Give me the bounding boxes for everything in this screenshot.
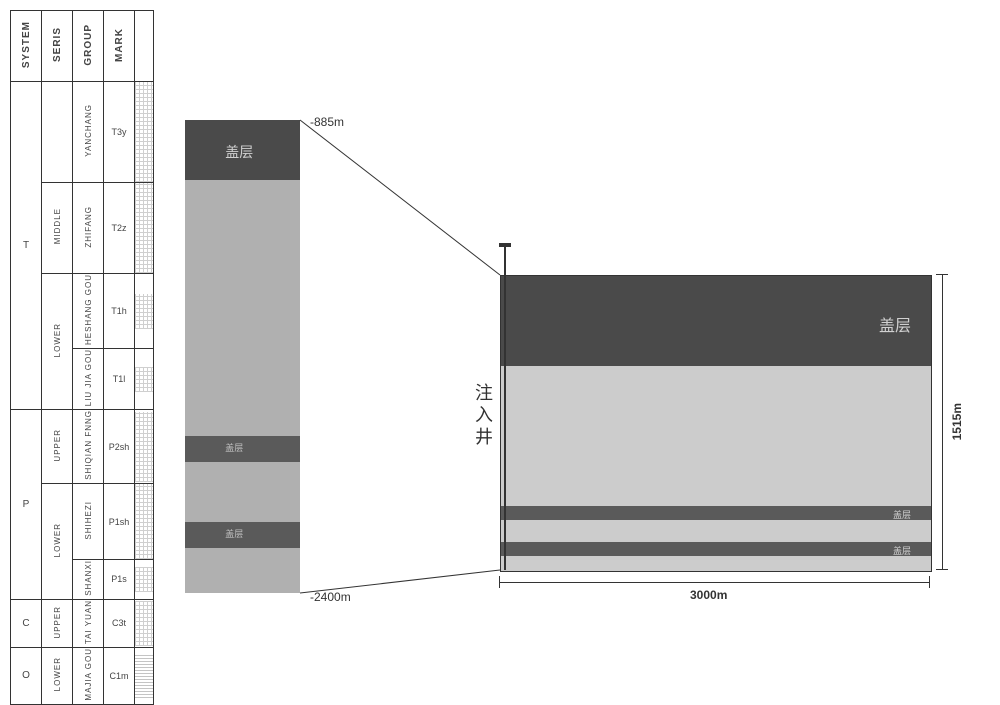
dimension-cap-icon (499, 576, 500, 588)
dimension-cap-icon (936, 569, 948, 570)
height-dimension-line (942, 275, 943, 570)
model-layer: 盖层 (501, 276, 931, 366)
dimension-cap-icon (929, 576, 930, 588)
model-layer (501, 556, 931, 571)
well-cap-icon (499, 243, 511, 247)
injection-well-line (504, 245, 506, 570)
height-label: 1515m (950, 403, 964, 440)
reservoir-model: 盖层盖层盖层 (500, 275, 932, 572)
model-cap-label: 盖层 (879, 312, 911, 336)
dimension-cap-icon (936, 274, 948, 275)
injection-well-label: 注入井 (470, 383, 496, 449)
model-layer: 盖层 (501, 506, 931, 520)
model-layer (501, 366, 931, 506)
width-label: 3000m (690, 588, 727, 602)
model-layer: 盖层 (501, 542, 931, 556)
model-layer (501, 520, 931, 542)
width-dimension-line (500, 582, 930, 583)
